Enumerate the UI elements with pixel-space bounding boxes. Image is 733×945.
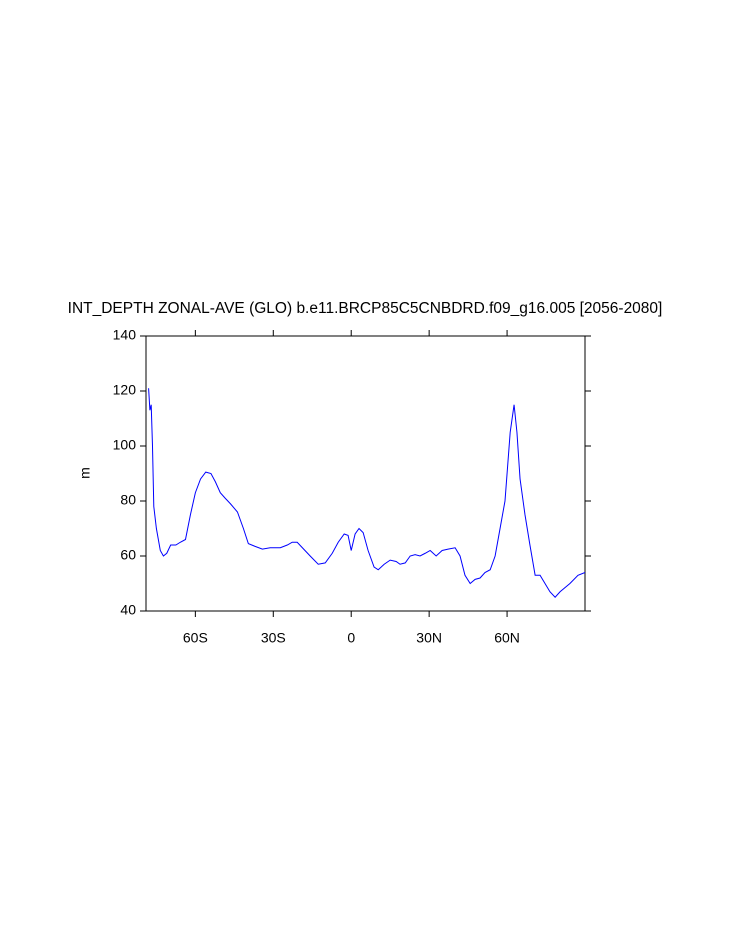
y-tick-label: 140 xyxy=(113,327,137,343)
y-tick-label: 40 xyxy=(120,602,136,618)
data-line xyxy=(148,388,586,598)
x-tick-label: 60N xyxy=(494,630,520,646)
x-tick-label: 60S xyxy=(183,630,208,646)
y-tick-label: 80 xyxy=(120,492,136,508)
y-axis-label: m xyxy=(77,467,93,479)
y-tick-label: 60 xyxy=(120,547,136,563)
plot-frame xyxy=(145,335,586,612)
x-tick-label: 30S xyxy=(261,630,286,646)
y-tick-label: 100 xyxy=(113,437,137,453)
chart-title: INT_DEPTH ZONAL-AVE (GLO) b.e11.BRCP85C5… xyxy=(68,300,663,317)
x-tick-label: 30N xyxy=(416,630,442,646)
x-tick-label: 0 xyxy=(347,630,355,646)
y-tick-label: 120 xyxy=(113,382,137,398)
